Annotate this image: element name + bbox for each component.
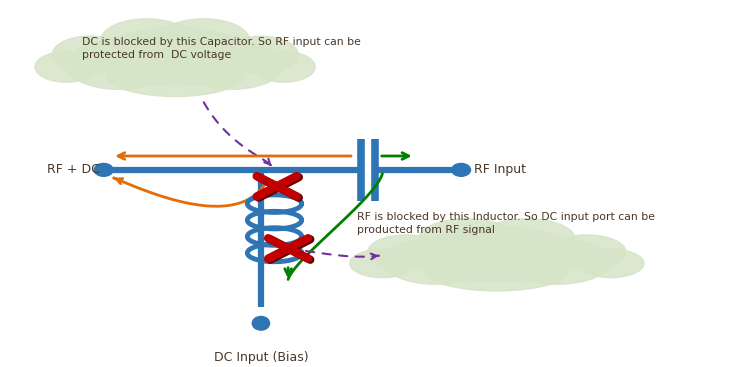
Ellipse shape — [479, 219, 575, 259]
Ellipse shape — [94, 163, 113, 176]
Text: DC is blocked by this Capacitor. So RF input can be
protected from  DC voltage: DC is blocked by this Capacitor. So RF i… — [82, 37, 361, 60]
Text: RF + DC: RF + DC — [47, 163, 100, 177]
Text: RF is blocked by this Inductor. So DC input port can be
producted from RF signal: RF is blocked by this Inductor. So DC in… — [358, 212, 656, 235]
Ellipse shape — [253, 316, 269, 330]
Ellipse shape — [368, 235, 446, 269]
Ellipse shape — [35, 51, 98, 82]
Ellipse shape — [425, 251, 569, 291]
Ellipse shape — [503, 239, 611, 284]
Ellipse shape — [452, 163, 471, 176]
Ellipse shape — [548, 235, 626, 269]
Ellipse shape — [101, 27, 250, 86]
Text: RF Input: RF Input — [474, 163, 526, 177]
Ellipse shape — [253, 51, 315, 82]
Ellipse shape — [350, 249, 416, 277]
Ellipse shape — [578, 249, 644, 277]
Ellipse shape — [107, 54, 244, 97]
Ellipse shape — [419, 226, 575, 281]
Ellipse shape — [52, 36, 126, 73]
Ellipse shape — [181, 40, 284, 89]
Text: DC Input (Bias): DC Input (Bias) — [214, 351, 308, 364]
Ellipse shape — [224, 36, 298, 73]
Ellipse shape — [101, 19, 192, 62]
Ellipse shape — [158, 19, 250, 62]
Ellipse shape — [383, 239, 491, 284]
Ellipse shape — [66, 40, 169, 89]
Ellipse shape — [419, 219, 515, 259]
